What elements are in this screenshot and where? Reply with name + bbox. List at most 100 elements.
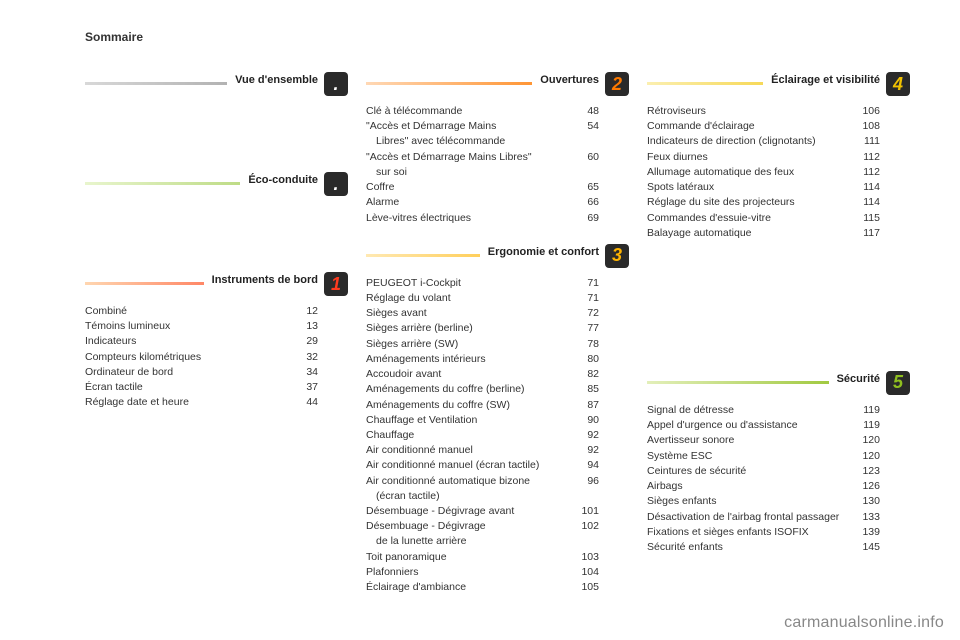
- toc-item: Clé à télécommande48: [366, 104, 599, 119]
- toc-item-label: Signal de détresse: [647, 403, 846, 418]
- toc-item: Combiné12: [85, 304, 318, 319]
- section-header: Sécurité5: [647, 373, 910, 395]
- section-badge: 5: [886, 371, 910, 395]
- toc-item-label: Lève-vitres électriques: [366, 211, 565, 226]
- section-title: Ergonomie et confort: [480, 246, 599, 258]
- toc-item: Réglage du volant71: [366, 291, 599, 306]
- section-items: Combiné12Témoins lumineux13Indicateurs29…: [85, 304, 348, 411]
- toc-item-label: Ceintures de sécurité: [647, 464, 846, 479]
- toc-item-label: Alarme: [366, 195, 565, 210]
- toc-item-label: Désembuage - Dégivrage avant: [366, 504, 565, 519]
- toc-item-page: 133: [846, 510, 880, 525]
- toc-item: Alarme66: [366, 195, 599, 210]
- section-eclairage: Éclairage et visibilité4Rétroviseurs106C…: [647, 74, 910, 241]
- section-items: PEUGEOT i-Cockpit71Réglage du volant71Si…: [366, 276, 629, 596]
- toc-item-page: 112: [846, 150, 880, 165]
- toc-item: Indicateurs de direction (clignotants)11…: [647, 134, 880, 149]
- toc-item-label: Système ESC: [647, 449, 846, 464]
- section-title: Instruments de bord: [204, 274, 318, 286]
- section-title: Éclairage et visibilité: [763, 74, 880, 86]
- toc-item-page: 101: [565, 504, 599, 519]
- section-badge-number: 3: [612, 245, 622, 266]
- toc-item-page: 119: [846, 403, 880, 418]
- section-ouvertures: Ouvertures2Clé à télécommande48"Accès et…: [366, 74, 629, 226]
- toc-item-page: 114: [846, 180, 880, 195]
- section-badge-number: .: [333, 174, 338, 195]
- section-header: Ouvertures2: [366, 74, 629, 96]
- toc-item: Toit panoramique103: [366, 550, 599, 565]
- toc-item-page: 12: [284, 304, 318, 319]
- toc-item-page: 32: [284, 350, 318, 365]
- toc-item-label: Sièges arrière (SW): [366, 337, 565, 352]
- toc-item-label: Chauffage et Ventilation: [366, 413, 565, 428]
- toc-item-label: Commandes d'essuie-vitre: [647, 211, 846, 226]
- toc-item-page: 72: [565, 306, 599, 321]
- section-badge: .: [324, 72, 348, 96]
- toc-item: Lève-vitres électriques69: [366, 211, 599, 226]
- column-3: Éclairage et visibilité4Rétroviseurs106C…: [647, 74, 910, 615]
- toc-item-page: 44: [284, 395, 318, 410]
- toc-item-page: 66: [565, 195, 599, 210]
- toc-item-page: 108: [846, 119, 880, 134]
- toc-item: "Accès et Démarrage MainsLibres" avec té…: [366, 119, 599, 149]
- section-badge-number: .: [333, 74, 338, 95]
- toc-item-page: 126: [846, 479, 880, 494]
- toc-item: Système ESC120: [647, 449, 880, 464]
- toc-item: Chauffage92: [366, 428, 599, 443]
- toc-item-label: Sièges avant: [366, 306, 565, 321]
- toc-item-label: Spots latéraux: [647, 180, 846, 195]
- toc-item-page: 65: [565, 180, 599, 195]
- section-items: Clé à télécommande48"Accès et Démarrage …: [366, 104, 629, 226]
- toc-item-sublabel: sur soi: [366, 165, 565, 180]
- toc-item-sublabel: Libres" avec télécommande: [366, 134, 565, 149]
- toc-item-page: 123: [846, 464, 880, 479]
- toc-item-label: Indicateurs de direction (clignotants): [647, 134, 846, 149]
- toc-item: Aménagements intérieurs80: [366, 352, 599, 367]
- section-badge-number: 5: [893, 372, 903, 393]
- toc-item: Avertisseur sonore120: [647, 433, 880, 448]
- section-badge: .: [324, 172, 348, 196]
- toc-item: Ordinateur de bord34: [85, 365, 318, 380]
- toc-item: Désembuage - Dégivragede la lunette arri…: [366, 519, 599, 549]
- toc-item-label: Allumage automatique des feux: [647, 165, 846, 180]
- toc-item-page: 29: [284, 334, 318, 349]
- toc-item-label: Indicateurs: [85, 334, 284, 349]
- toc-item: "Accès et Démarrage Mains Libres"sur soi…: [366, 150, 599, 180]
- toc-item: Désembuage - Dégivrage avant101: [366, 504, 599, 519]
- section-vue: Vue d'ensemble.: [85, 74, 348, 96]
- toc-item: Accoudoir avant82: [366, 367, 599, 382]
- page-manual-toc: Sommaire Vue d'ensemble. Éco-conduite. Ins…: [0, 0, 960, 640]
- toc-item: Commandes d'essuie-vitre115: [647, 211, 880, 226]
- column-2: Ouvertures2Clé à télécommande48"Accès et…: [366, 74, 629, 615]
- toc-item-label: Réglage du site des projecteurs: [647, 195, 846, 210]
- section-securite: Sécurité5Signal de détresse119Appel d'ur…: [647, 373, 910, 555]
- toc-item: Balayage automatique117: [647, 226, 880, 241]
- toc-item-label: Coffre: [366, 180, 565, 195]
- toc-item-label: Air conditionné automatique bizone(écran…: [366, 474, 565, 504]
- toc-item: Commande d'éclairage108: [647, 119, 880, 134]
- page-title: Sommaire: [85, 30, 910, 44]
- toc-item: Éclairage d'ambiance105: [366, 580, 599, 595]
- toc-item: Feux diurnes112: [647, 150, 880, 165]
- toc-item-page: 34: [284, 365, 318, 380]
- toc-item-page: 60: [565, 150, 599, 165]
- section-badge: 3: [605, 244, 629, 268]
- toc-item-page: 102: [565, 519, 599, 534]
- toc-item-label: Sièges enfants: [647, 494, 846, 509]
- toc-item-page: 105: [565, 580, 599, 595]
- toc-item-page: 120: [846, 449, 880, 464]
- section-header: Ergonomie et confort 3: [366, 246, 629, 268]
- toc-item: Chauffage et Ventilation90: [366, 413, 599, 428]
- toc-item: Indicateurs29: [85, 334, 318, 349]
- toc-item: Compteurs kilométriques32: [85, 350, 318, 365]
- section-header: Vue d'ensemble.: [85, 74, 348, 96]
- toc-item: Sièges arrière (SW)78: [366, 337, 599, 352]
- toc-item: Sécurité enfants145: [647, 540, 880, 555]
- toc-item-label: PEUGEOT i-Cockpit: [366, 276, 565, 291]
- section-title: Éco-conduite: [240, 174, 318, 186]
- toc-item: Rétroviseurs106: [647, 104, 880, 119]
- toc-item-label: Témoins lumineux: [85, 319, 284, 334]
- toc-item-page: 80: [565, 352, 599, 367]
- toc-item-label: "Accès et Démarrage MainsLibres" avec té…: [366, 119, 565, 149]
- toc-item: Air conditionné automatique bizone(écran…: [366, 474, 599, 504]
